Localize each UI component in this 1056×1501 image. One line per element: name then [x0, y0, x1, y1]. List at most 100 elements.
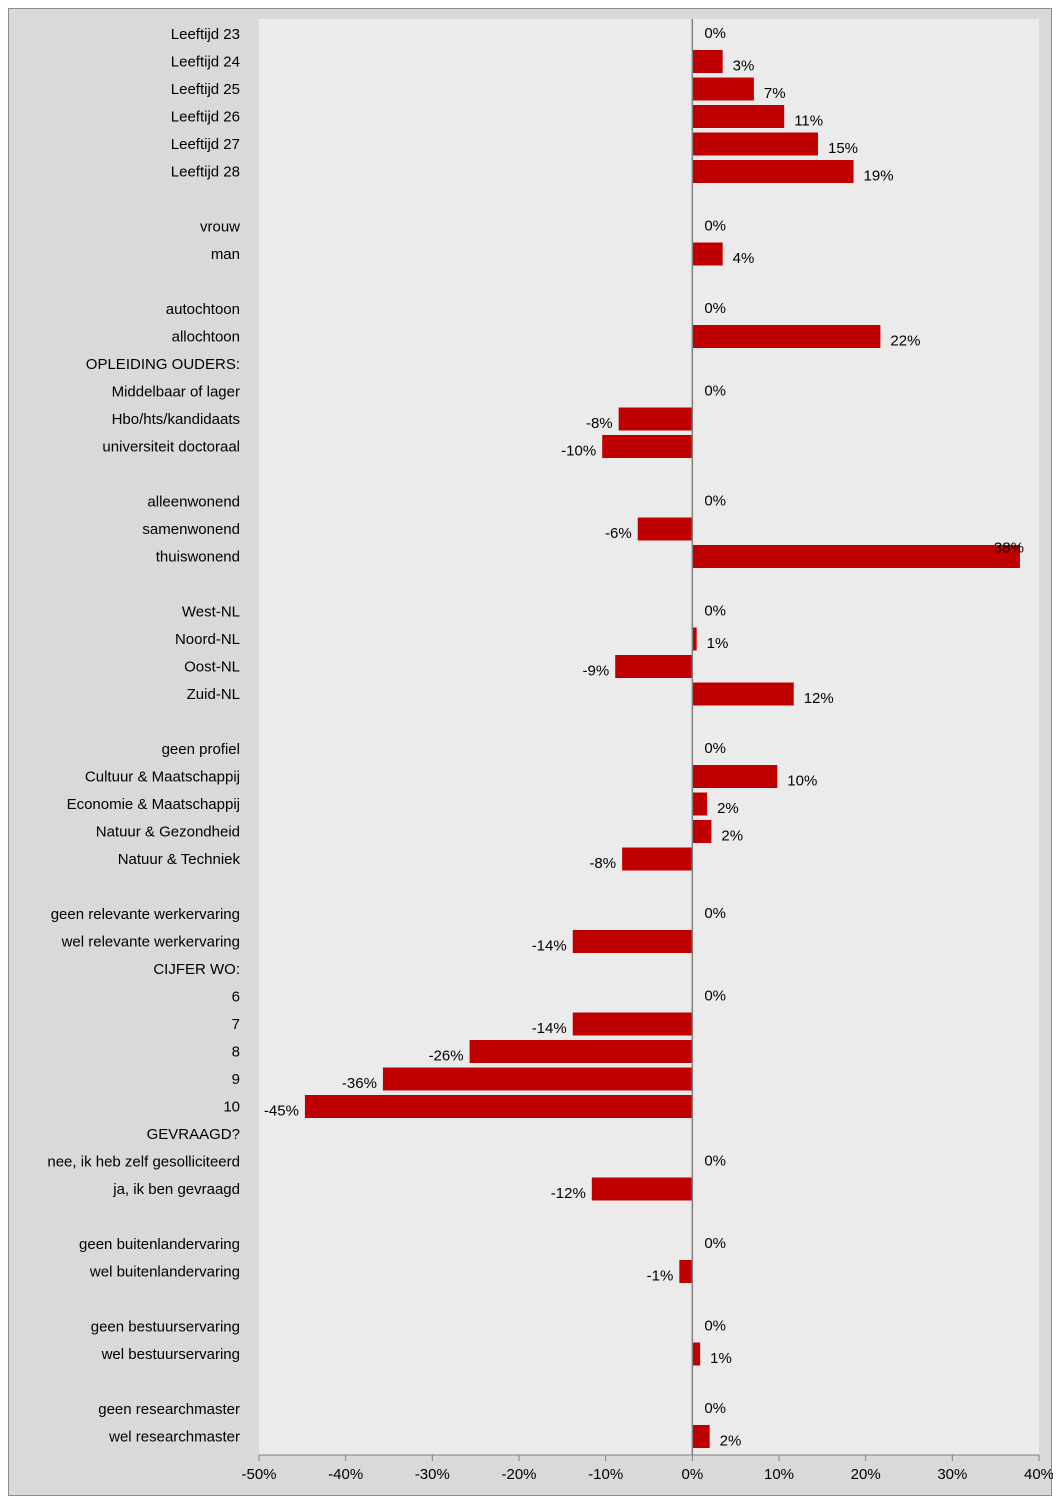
- category-label: CIJFER WO:: [153, 961, 240, 978]
- category-label: Natuur & Gezondheid: [96, 824, 240, 841]
- category-label: Natuur & Techniek: [118, 851, 241, 868]
- x-tick-label: -30%: [415, 1466, 450, 1483]
- data-label: 0%: [704, 603, 726, 620]
- bar: [679, 1260, 693, 1283]
- category-label: 8: [232, 1044, 240, 1061]
- bar: [637, 517, 693, 541]
- category-label: vrouw: [200, 219, 240, 236]
- category-label: Economie & Maatschappij: [67, 796, 240, 813]
- data-label: -10%: [561, 443, 596, 460]
- data-label: 1%: [707, 635, 729, 652]
- data-label: 19%: [864, 168, 894, 185]
- bar: [304, 1095, 693, 1118]
- data-label: 0%: [704, 383, 726, 400]
- category-label: geen bestuurservaring: [91, 1319, 240, 1336]
- bar: [618, 407, 693, 431]
- category-label: 9: [232, 1071, 240, 1088]
- bar: [692, 325, 881, 348]
- bar: [692, 1425, 710, 1448]
- category-label: wel relevante werkervaring: [61, 934, 240, 951]
- data-label: 11%: [794, 113, 823, 130]
- category-label: geen profiel: [162, 741, 240, 758]
- category-label: alleenwonend: [147, 494, 240, 511]
- category-label: Leeftijd 25: [171, 81, 240, 98]
- data-label: 4%: [733, 250, 755, 267]
- x-tick-label: 40%: [1024, 1466, 1053, 1483]
- bar: [692, 820, 712, 843]
- data-label: 38%: [994, 540, 1024, 557]
- bar: [692, 792, 708, 816]
- bar: [692, 765, 778, 788]
- category-label: 7: [232, 1016, 240, 1033]
- bar: [602, 435, 693, 458]
- data-label: 0%: [704, 905, 726, 922]
- category-label: wel buitenlandervaring: [89, 1264, 240, 1281]
- category-label: ja, ik ben gevraagd: [112, 1181, 240, 1198]
- category-label: 6: [232, 989, 240, 1006]
- chart-area: Leeftijd 23 Leeftijd 24 Leeftijd 25 Leeftij…: [8, 8, 1053, 1496]
- bar: [692, 50, 723, 73]
- bar: [692, 105, 785, 128]
- plot-background: [259, 19, 1039, 1455]
- category-label: geen relevante werkervaring: [51, 906, 240, 923]
- category-label: Leeftijd 24: [171, 54, 240, 71]
- category-label: Leeftijd 28: [171, 164, 240, 181]
- category-label: Leeftijd 26: [171, 109, 240, 126]
- data-label: 2%: [720, 1433, 742, 1450]
- data-label: 0%: [704, 218, 726, 235]
- data-label: 12%: [804, 690, 834, 707]
- data-label: 15%: [828, 140, 858, 157]
- data-label: 10%: [787, 773, 817, 790]
- x-tick-label: -40%: [328, 1466, 363, 1483]
- data-label: 0%: [704, 25, 726, 42]
- x-tick-label: 20%: [851, 1466, 881, 1483]
- bar: [572, 1012, 693, 1036]
- data-label: -14%: [532, 938, 567, 955]
- data-label: 0%: [704, 1400, 726, 1417]
- data-label: 1%: [710, 1350, 732, 1367]
- data-label: -14%: [532, 1020, 567, 1037]
- category-label: West-NL: [182, 604, 240, 621]
- data-label: 7%: [764, 85, 786, 102]
- category-label: autochtoon: [166, 301, 240, 318]
- data-label: 3%: [733, 58, 755, 75]
- bar: [692, 627, 697, 651]
- data-label: 0%: [704, 1318, 726, 1335]
- category-label: thuiswonend: [156, 549, 240, 566]
- data-label: 0%: [704, 740, 726, 757]
- data-label: -8%: [589, 855, 616, 872]
- data-label: -6%: [605, 525, 632, 542]
- data-label: 2%: [717, 800, 739, 817]
- data-label: -9%: [583, 663, 610, 680]
- category-label: Leeftijd 27: [171, 136, 240, 153]
- bar: [692, 1342, 701, 1366]
- category-label: wel bestuurservaring: [101, 1346, 240, 1363]
- category-label: 10: [223, 1099, 240, 1116]
- bar: [692, 160, 854, 183]
- data-label: 0%: [704, 1235, 726, 1252]
- category-label: samenwonend: [142, 521, 240, 538]
- bar: [622, 847, 693, 871]
- category-label: Zuid-NL: [187, 686, 240, 703]
- bar: [692, 77, 754, 101]
- bar: [382, 1067, 693, 1091]
- category-label: man: [211, 246, 240, 263]
- x-tick-label: 30%: [937, 1466, 967, 1483]
- category-label: Hbo/hts/kandidaats: [112, 411, 240, 428]
- bar: [591, 1177, 693, 1201]
- category-label: allochtoon: [172, 329, 240, 346]
- data-label: -26%: [429, 1048, 464, 1065]
- data-label: -1%: [647, 1268, 674, 1285]
- data-label: 2%: [721, 828, 743, 845]
- category-label: Middelbaar of lager: [112, 384, 240, 401]
- data-label: 0%: [704, 300, 726, 317]
- category-label: GEVRAAGD?: [147, 1126, 240, 1143]
- x-tick-label: -50%: [241, 1466, 276, 1483]
- category-label: Cultuur & Maatschappij: [85, 769, 240, 786]
- data-label: -45%: [264, 1103, 299, 1120]
- x-tick-label: 10%: [764, 1466, 794, 1483]
- bar: [692, 242, 723, 266]
- category-label: Noord-NL: [175, 631, 240, 648]
- category-label: OPLEIDING OUDERS:: [86, 356, 240, 373]
- data-label: 22%: [890, 333, 920, 350]
